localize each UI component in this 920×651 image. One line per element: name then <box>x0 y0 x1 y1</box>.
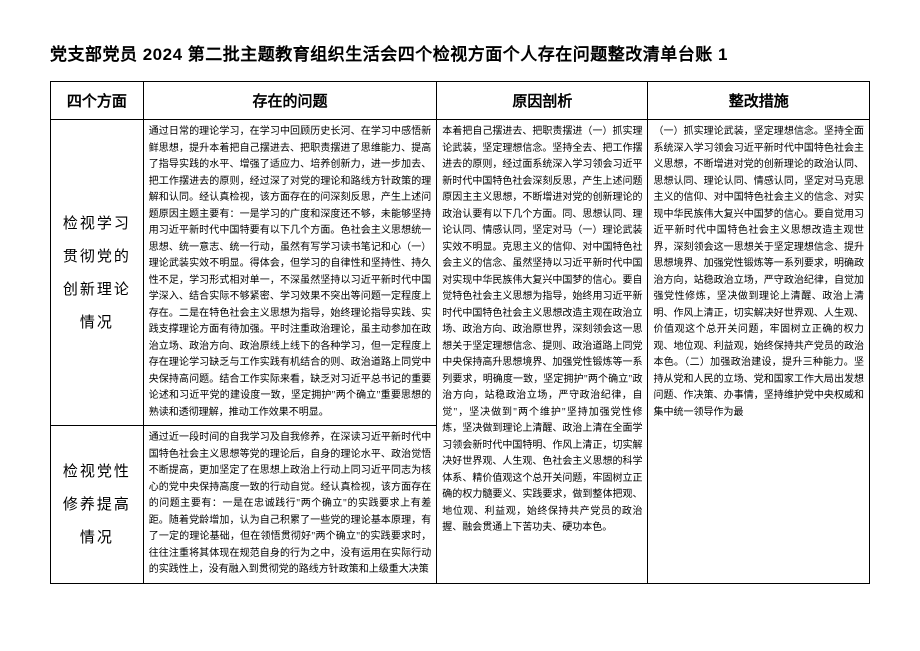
header-aspect: 四个方面 <box>51 82 144 120</box>
problem-cell-2: 通过近一段时间的自我学习及自我修养，在深读习近平新时代中国特色社会主义思想等党的… <box>143 426 437 584</box>
measure-cell: （一）抓实理论武装，坚定理想信念。坚持全面系统深入学习领会习近平新时代中国特色社… <box>648 120 870 584</box>
header-cause: 原因剖析 <box>437 82 648 120</box>
header-row: 四个方面 存在的问题 原因剖析 整改措施 <box>51 82 870 120</box>
header-measure: 整改措施 <box>648 82 870 120</box>
table-row: 检视学习贯彻党的创新理论情况 通过日常的理论学习，在学习中回顾历史长河、在学习中… <box>51 120 870 426</box>
aspect-cell-1: 检视学习贯彻党的创新理论情况 <box>51 120 144 426</box>
main-table: 四个方面 存在的问题 原因剖析 整改措施 检视学习贯彻党的创新理论情况 通过日常… <box>50 81 870 584</box>
header-problem: 存在的问题 <box>143 82 437 120</box>
cause-cell: 本着把自己摆进去、把职责摆进（一）抓实理论武装，坚定理想信念。坚持全去、把工作摆… <box>437 120 648 584</box>
aspect-cell-2: 检视党性修养提高情况 <box>51 426 144 584</box>
problem-cell-1: 通过日常的理论学习，在学习中回顾历史长河、在学习中感悟新鲜思想，提升本着把自己摆… <box>143 120 437 426</box>
document-title: 党支部党员 2024 第二批主题教育组织生活会四个检视方面个人存在问题整改清单台… <box>50 40 870 65</box>
